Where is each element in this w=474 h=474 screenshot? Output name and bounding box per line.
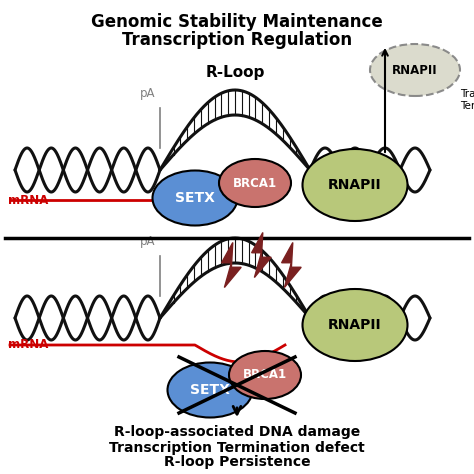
Text: R-Loop: R-Loop: [205, 64, 264, 80]
Text: R-loop Persistence: R-loop Persistence: [164, 455, 310, 469]
Ellipse shape: [302, 289, 408, 361]
Text: Transcription Regulation: Transcription Regulation: [122, 31, 352, 49]
Text: SETX: SETX: [175, 191, 215, 205]
Ellipse shape: [370, 44, 460, 96]
Text: R-loop-associated DNA damage: R-loop-associated DNA damage: [114, 425, 360, 439]
Polygon shape: [282, 243, 301, 288]
Ellipse shape: [219, 159, 291, 207]
Text: RNAPII: RNAPII: [328, 318, 382, 332]
Text: pA: pA: [140, 87, 156, 100]
Text: BRCA1: BRCA1: [243, 368, 287, 382]
Ellipse shape: [229, 351, 301, 399]
Text: mRNA: mRNA: [8, 193, 48, 207]
Text: RNAPII: RNAPII: [392, 64, 438, 76]
Text: RNAPII: RNAPII: [328, 178, 382, 192]
Text: pA: pA: [140, 235, 156, 248]
Polygon shape: [252, 233, 271, 277]
Polygon shape: [222, 243, 241, 288]
Ellipse shape: [302, 149, 408, 221]
Text: Transcription
Termination: Transcription Termination: [460, 89, 474, 111]
Text: BRCA1: BRCA1: [233, 176, 277, 190]
Text: SETX: SETX: [190, 383, 230, 397]
Text: mRNA: mRNA: [8, 338, 48, 352]
Text: Genomic Stability Maintenance: Genomic Stability Maintenance: [91, 13, 383, 31]
Ellipse shape: [167, 363, 253, 418]
Text: Transcription Termination defect: Transcription Termination defect: [109, 441, 365, 455]
Ellipse shape: [153, 171, 237, 226]
